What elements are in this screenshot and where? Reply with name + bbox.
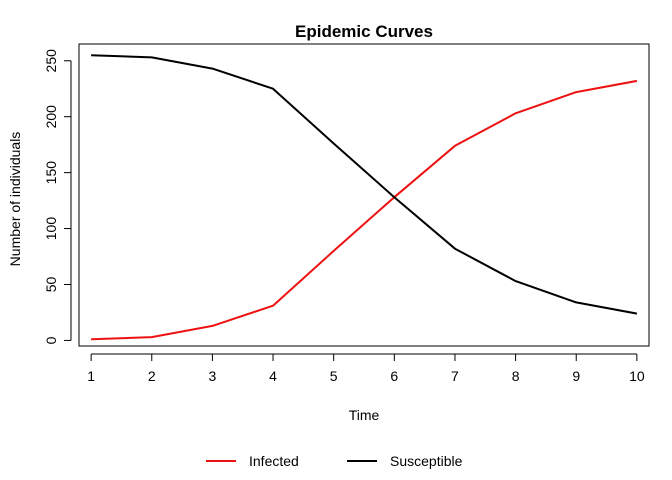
legend-item-susceptible: Susceptible xyxy=(347,453,463,469)
series-layer xyxy=(91,54,638,341)
y-tick-label: 100 xyxy=(43,217,59,241)
x-tick-label: 10 xyxy=(629,368,645,384)
x-tick-label: 4 xyxy=(269,368,277,384)
x-tick-label: 3 xyxy=(209,368,217,384)
y-axis: 0 50 100 150 200 250 xyxy=(43,49,72,344)
x-tick-label: 9 xyxy=(572,368,580,384)
y-axis-label: Number of individuals xyxy=(7,132,23,267)
y-tick-label: 50 xyxy=(43,276,59,292)
legend: Infected Susceptible xyxy=(206,453,463,469)
x-tick-label: 5 xyxy=(330,368,338,384)
series-line-infected xyxy=(91,79,638,341)
y-tick-label: 150 xyxy=(43,161,59,185)
series-line-susceptible xyxy=(91,54,638,315)
chart-title: Epidemic Curves xyxy=(295,22,433,41)
legend-label: Susceptible xyxy=(390,453,463,469)
legend-item-infected: Infected xyxy=(206,453,299,469)
x-axis-label: Time xyxy=(349,407,380,423)
x-axis: 1 2 3 4 5 6 7 8 9 10 xyxy=(87,353,645,384)
y-tick-label: 0 xyxy=(43,336,59,344)
x-tick-label: 2 xyxy=(148,368,156,384)
legend-label: Infected xyxy=(249,453,299,469)
x-tick-label: 6 xyxy=(390,368,398,384)
plot-frame xyxy=(78,43,650,347)
x-tick-label: 1 xyxy=(87,368,95,384)
y-tick-label: 250 xyxy=(43,49,59,73)
x-tick-label: 8 xyxy=(512,368,520,384)
y-tick-label: 200 xyxy=(43,105,59,129)
x-tick-label: 7 xyxy=(451,368,459,384)
